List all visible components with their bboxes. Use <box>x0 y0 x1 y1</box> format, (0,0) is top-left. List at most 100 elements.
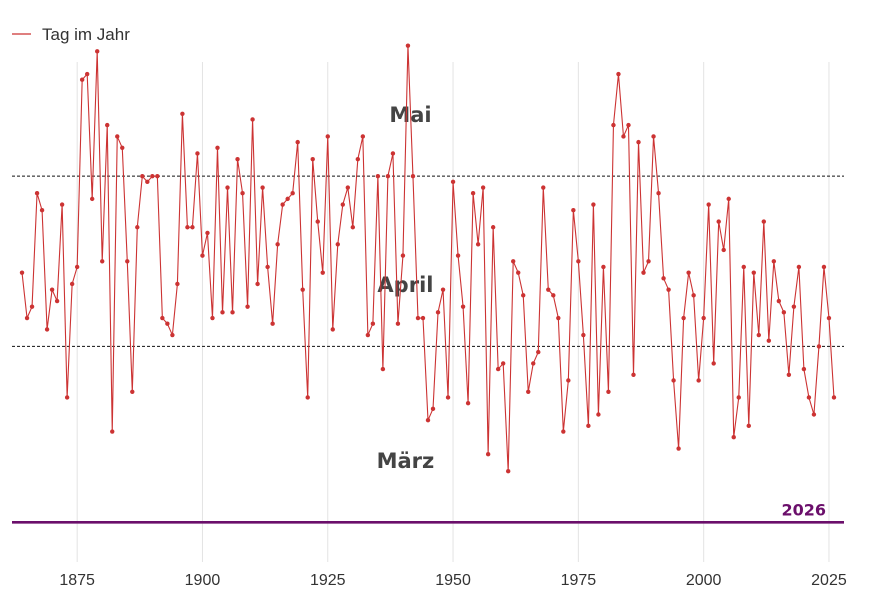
data-point-1959 <box>495 366 501 372</box>
data-point-1988 <box>641 270 646 275</box>
data-point-2000 <box>701 315 706 321</box>
data-point-1942 <box>410 173 416 179</box>
data-point-1964 <box>521 293 526 298</box>
data-point-1882 <box>110 429 115 434</box>
data-point-1884 <box>120 145 125 151</box>
series-points <box>19 43 837 474</box>
data-point-1965 <box>526 389 531 394</box>
data-point-1967 <box>536 349 541 355</box>
data-point-1915 <box>275 242 280 247</box>
data-point-2010 <box>751 270 756 275</box>
data-point-1890 <box>150 173 155 179</box>
data-point-1948 <box>440 287 446 292</box>
data-point-1909 <box>245 304 250 309</box>
data-point-2016 <box>781 310 787 315</box>
data-point-1984 <box>621 134 626 139</box>
data-point-1916 <box>280 202 285 207</box>
data-point-1934 <box>370 321 376 326</box>
data-point-2018 <box>791 304 797 309</box>
data-point-2022 <box>811 412 817 417</box>
data-point-1955 <box>475 242 481 247</box>
data-point-1951 <box>455 253 461 258</box>
data-point-1952 <box>460 304 466 309</box>
data-point-2024 <box>821 264 827 270</box>
data-point-1907 <box>235 156 240 162</box>
data-point-1892 <box>160 315 165 321</box>
data-point-1879 <box>95 49 100 54</box>
data-point-1966 <box>531 361 536 366</box>
data-point-1958 <box>490 225 496 230</box>
data-point-1978 <box>591 202 596 207</box>
data-point-1872 <box>59 202 65 207</box>
data-point-1996 <box>681 315 686 321</box>
data-point-1992 <box>661 276 666 281</box>
x-tick-label: 1875 <box>59 572 95 589</box>
data-point-1973 <box>566 378 571 383</box>
data-point-1883 <box>115 134 120 139</box>
x-tick-label: 2025 <box>811 572 847 589</box>
data-point-1945 <box>425 417 431 423</box>
data-point-1866 <box>29 304 35 309</box>
data-point-1926 <box>330 327 335 332</box>
reference-line-group: 2026 <box>12 500 844 524</box>
data-point-1876 <box>79 77 85 82</box>
data-point-1961 <box>505 469 511 474</box>
data-point-1968 <box>541 185 546 190</box>
data-point-1944 <box>420 315 426 321</box>
x-tick-label: 1900 <box>185 572 221 589</box>
data-point-1933 <box>365 332 371 338</box>
data-point-1981 <box>606 389 611 394</box>
data-point-2006 <box>731 434 736 440</box>
data-point-1946 <box>430 406 436 412</box>
data-point-1925 <box>325 134 330 139</box>
data-point-1929 <box>345 185 351 190</box>
data-point-1869 <box>44 327 50 332</box>
data-point-1940 <box>400 253 406 258</box>
data-point-1932 <box>360 134 366 139</box>
data-point-1969 <box>546 287 551 292</box>
data-point-1921 <box>305 395 310 400</box>
data-point-1937 <box>385 173 391 179</box>
data-point-2020 <box>801 366 807 372</box>
data-point-1912 <box>260 185 265 190</box>
data-point-1888 <box>140 173 145 179</box>
data-point-1936 <box>380 366 386 372</box>
data-point-1976 <box>581 332 586 338</box>
data-point-2001 <box>706 202 711 207</box>
data-point-2005 <box>726 196 731 202</box>
data-point-1910 <box>250 117 255 122</box>
data-point-1927 <box>335 242 340 247</box>
data-point-1957 <box>485 452 491 457</box>
data-point-1891 <box>155 173 160 179</box>
data-point-1938 <box>390 151 396 156</box>
data-point-1913 <box>265 264 270 270</box>
data-point-1896 <box>180 111 185 116</box>
data-point-1903 <box>215 145 220 151</box>
data-point-2002 <box>711 361 716 366</box>
data-point-1914 <box>270 321 275 326</box>
data-point-1870 <box>49 287 55 292</box>
data-point-1941 <box>405 43 411 48</box>
data-point-1908 <box>240 191 245 196</box>
data-point-1991 <box>656 191 661 196</box>
data-point-1994 <box>671 378 676 383</box>
data-point-2015 <box>776 298 782 304</box>
data-point-1939 <box>395 321 401 326</box>
data-point-1931 <box>355 156 361 162</box>
data-point-1943 <box>415 315 421 321</box>
data-point-1904 <box>220 310 225 315</box>
data-point-1956 <box>480 185 486 190</box>
data-point-1990 <box>651 134 656 139</box>
data-point-1893 <box>165 321 170 326</box>
data-point-2019 <box>796 264 802 270</box>
data-point-1906 <box>230 310 235 315</box>
month-label-april: April <box>377 273 433 297</box>
data-point-1865 <box>24 315 30 321</box>
data-point-1897 <box>185 225 190 230</box>
data-point-1962 <box>511 259 516 264</box>
data-point-1880 <box>100 259 105 264</box>
data-point-1974 <box>571 208 576 213</box>
data-point-1982 <box>611 122 616 128</box>
data-point-1950 <box>450 179 456 185</box>
